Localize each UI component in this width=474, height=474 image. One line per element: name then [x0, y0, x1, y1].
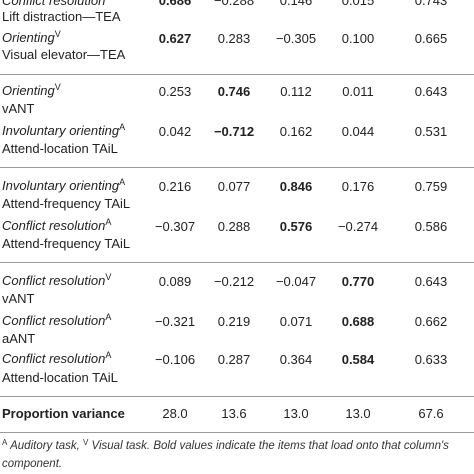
row-label-secondary: Lift distraction—TEA: [2, 9, 121, 24]
row-label-secondary: vANT: [2, 101, 35, 116]
loading-cell: −0.047: [275, 274, 317, 289]
loading-cell: 0.283: [217, 31, 251, 46]
row-group-divider: [0, 167, 474, 168]
loading-cell: 0.627: [158, 31, 192, 46]
loading-cell: 0.288: [217, 219, 251, 234]
loading-cell: −0.212: [213, 274, 255, 289]
row-group-divider: [0, 262, 474, 263]
loading-cell: 0.011: [342, 84, 374, 99]
row-label-primary: Conflict resolutionV: [2, 0, 111, 8]
loading-cell: −0.274: [337, 219, 379, 234]
row-label-primary: OrientingV: [2, 82, 61, 99]
loading-cell: −0.288: [213, 0, 255, 8]
communality-cell: 0.531: [414, 124, 448, 139]
communality-cell: 0.665: [414, 31, 448, 46]
proportion-cell: 13.6: [221, 406, 247, 421]
loading-cell: 0.584: [341, 352, 375, 367]
loading-cell: 0.100: [341, 31, 375, 46]
proportion-cell: 13.0: [283, 406, 309, 421]
loading-cell: 0.146: [279, 0, 313, 8]
loading-cell: −0.712: [213, 124, 255, 139]
loading-cell: 0.176: [341, 179, 375, 194]
table-bottom-rule: [0, 432, 474, 433]
row-label-primary: Involuntary orientingA: [2, 122, 126, 139]
loading-cell: 0.112: [280, 84, 312, 99]
loading-cell: 0.287: [217, 352, 251, 367]
loading-cell: 0.846: [279, 179, 313, 194]
table-footnote: A Auditory task, V Visual task. Bold val…: [2, 438, 449, 453]
row-label-secondary: Visual elevator—TEA: [2, 47, 126, 62]
communality-cell: 0.643: [414, 84, 448, 99]
row-group-divider: [0, 74, 474, 75]
communality-cell: 0.643: [414, 274, 448, 289]
loading-cell: 0.770: [341, 274, 375, 289]
loading-cell: 0.216: [158, 179, 192, 194]
row-label-secondary: aANT: [2, 331, 36, 346]
proportion-cell: 13.0: [345, 406, 371, 421]
communality-cell: 0.759: [414, 179, 448, 194]
loading-cell: 0.219: [217, 314, 251, 329]
row-label-secondary: Attend-location TAiL: [2, 141, 118, 156]
row-label-primary: Involuntary orientingA: [2, 177, 126, 194]
loading-cell: −0.305: [275, 31, 317, 46]
row-label-primary: Conflict resolutionA: [2, 217, 112, 234]
proportion-variance-label: Proportion variance: [2, 406, 125, 421]
row-label-primary: Conflict resolutionA: [2, 312, 112, 329]
row-label-primary: Conflict resolutionA: [2, 350, 112, 367]
loading-cell: 0.042: [158, 124, 192, 139]
communality-cell: 0.633: [414, 352, 448, 367]
loading-cell: −0.106: [154, 352, 196, 367]
loading-cell: 0.576: [279, 219, 313, 234]
loading-cell: −0.307: [154, 219, 196, 234]
loading-cell: 0.162: [279, 124, 313, 139]
communality-cell: 0.586: [414, 219, 448, 234]
loading-cell: 0.089: [158, 274, 192, 289]
proportion-cell: 67.6: [418, 406, 444, 421]
row-label-secondary: Attend-location TAiL: [2, 370, 118, 385]
loading-cell: 0.015: [341, 0, 375, 8]
row-label-secondary: Attend-frequency TAiL: [2, 196, 131, 211]
loading-cell: 0.686: [158, 0, 192, 8]
loading-cell: 0.044: [341, 124, 375, 139]
row-label-secondary: vANT: [2, 291, 35, 306]
communality-cell: 0.743: [414, 0, 448, 8]
proportion-cell: 28.0: [162, 406, 188, 421]
row-label-primary: Conflict resolutionV: [2, 272, 112, 289]
loading-cell: −0.321: [154, 314, 196, 329]
communality-cell: 0.662: [414, 314, 448, 329]
row-label-secondary: Attend-frequency TAiL: [2, 236, 131, 251]
loading-cell: 0.253: [158, 84, 192, 99]
table-footnote-continued: component.: [2, 458, 63, 470]
row-group-divider: [0, 396, 474, 397]
row-label-primary: OrientingV: [2, 29, 61, 46]
loading-cell: 0.746: [217, 84, 251, 99]
loading-cell: 0.071: [279, 314, 313, 329]
loading-cell: 0.077: [217, 179, 251, 194]
loading-cell: 0.364: [279, 352, 313, 367]
loading-cell: 0.688: [341, 314, 375, 329]
